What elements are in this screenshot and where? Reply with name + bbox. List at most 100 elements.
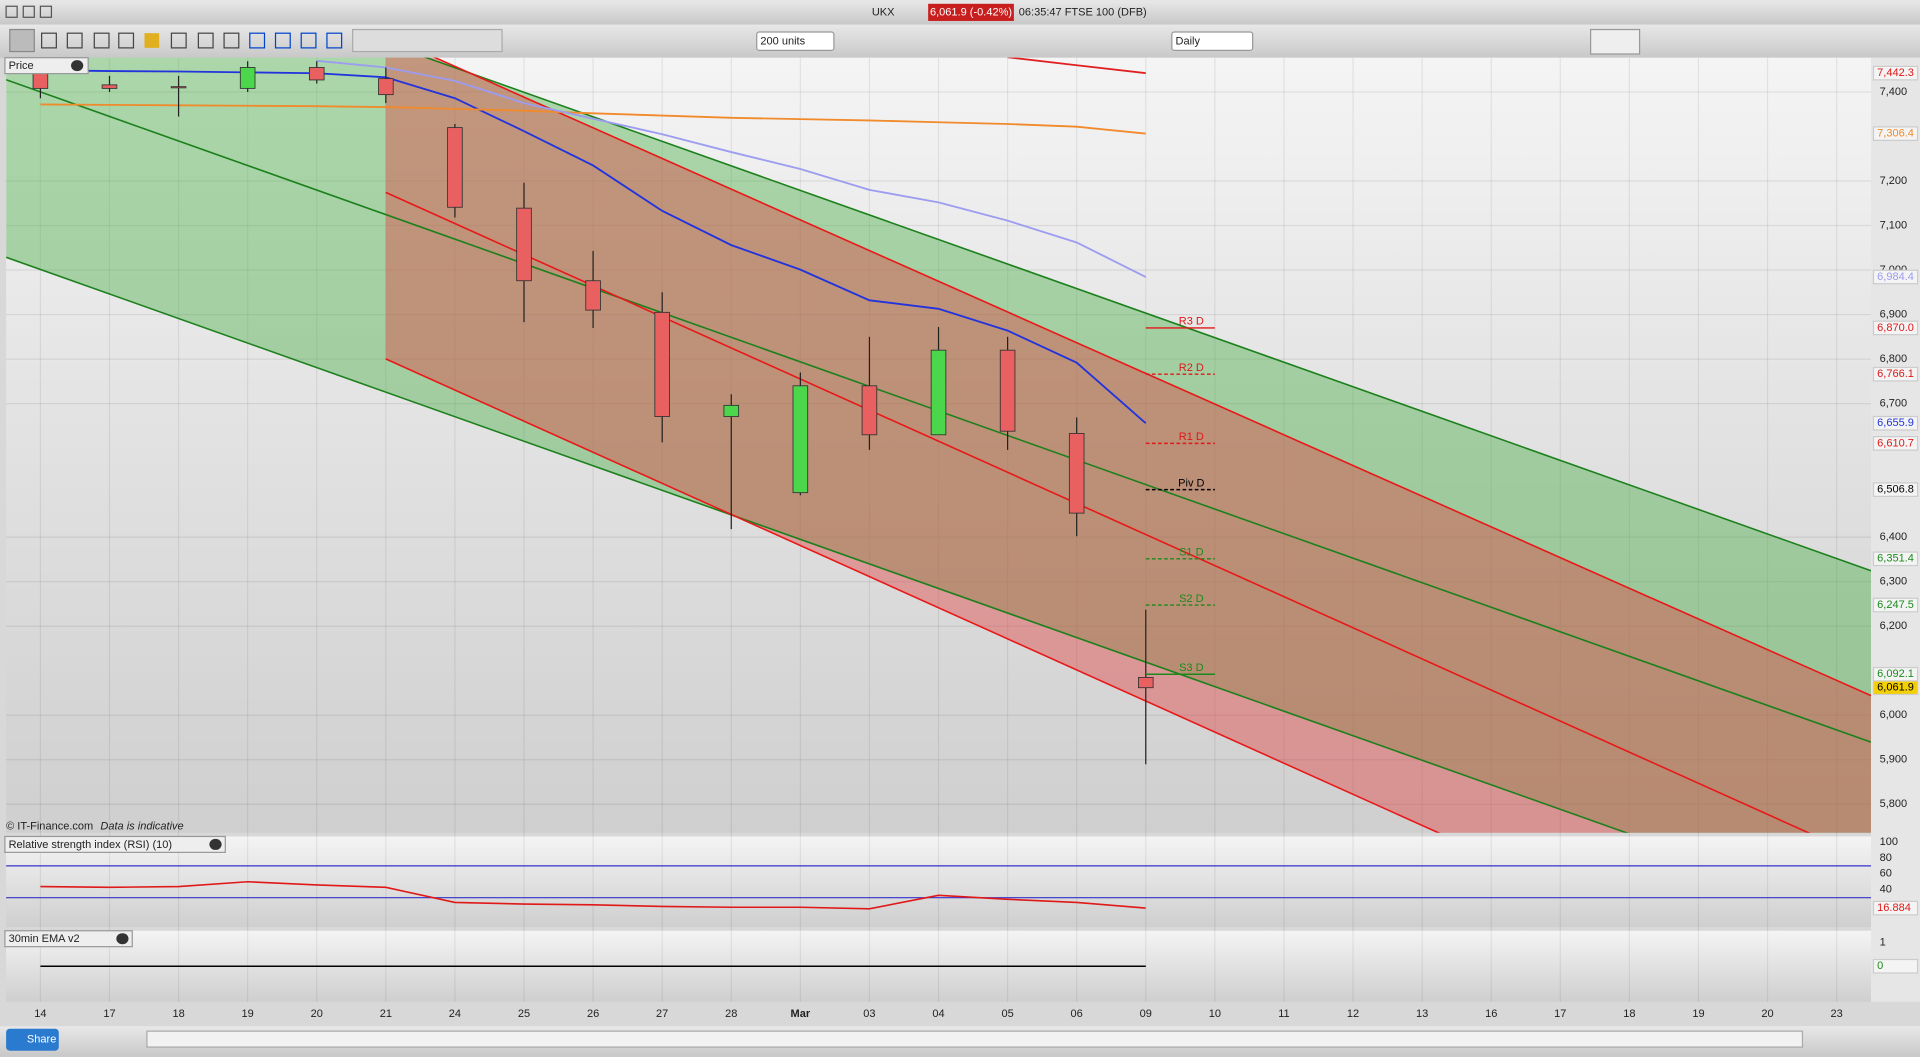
- price-tag-label: 6,351.4: [1877, 553, 1914, 565]
- x-tick-label: 12: [1347, 1008, 1359, 1020]
- chart-type-button[interactable]: [1590, 28, 1641, 55]
- alert-tool[interactable]: [144, 33, 160, 48]
- fib-tool[interactable]: [93, 32, 110, 49]
- x-tick-label: 24: [449, 1008, 461, 1020]
- color-palette[interactable]: [352, 28, 503, 53]
- x-tick-label: 05: [1001, 1008, 1013, 1020]
- x-tick-label: 21: [380, 1008, 392, 1020]
- moving-average: [40, 103, 1146, 135]
- restore-button[interactable]: [39, 5, 53, 18]
- y-tick-label: 5,800: [1880, 798, 1908, 810]
- price: 6,061.9 (-0.42%): [930, 6, 1012, 18]
- y-tick-label: 100: [1880, 836, 1898, 848]
- y-tick-label: 6,700: [1880, 398, 1908, 410]
- pivot-label: R3 D: [1179, 316, 1204, 328]
- line-tool[interactable]: [326, 32, 343, 49]
- ema-label-box: [4, 930, 133, 948]
- price-tag: [1872, 436, 1919, 451]
- price-tag: [1872, 126, 1919, 141]
- channels: [6, 57, 1872, 833]
- x-tick-label: 04: [932, 1008, 944, 1020]
- price-tag-label: 6,610.7: [1877, 437, 1914, 449]
- price-title: Price: [9, 60, 34, 72]
- candle-body: [585, 280, 601, 311]
- share-button[interactable]: [6, 1028, 59, 1051]
- candle-body: [516, 207, 532, 282]
- candle-body: [308, 67, 325, 81]
- pointer-tool[interactable]: [9, 28, 35, 53]
- price-tag-label: 7,306.4: [1877, 128, 1914, 140]
- rect-tool[interactable]: [249, 32, 266, 49]
- close-button[interactable]: [5, 5, 18, 18]
- overlay: 14 17 18 19 20 21 24 25 26 27 28 Mar 03 04 05 06 09 10 11 1…: [6, 65, 1919, 1020]
- pivot-label: R2 D: [1179, 362, 1204, 374]
- x-tick-label: 18: [1623, 1008, 1635, 1020]
- y-tick-label: 40: [1880, 884, 1892, 896]
- ellipse-tool[interactable]: [274, 32, 291, 49]
- close-panel[interactable]: [209, 838, 222, 850]
- share-label: Share: [27, 1034, 56, 1046]
- value-tag-label: 16.884: [1877, 902, 1911, 914]
- moving-average: [316, 59, 1147, 278]
- y-tick-label: 6,300: [1880, 576, 1908, 588]
- text-tool[interactable]: [118, 32, 135, 49]
- price-tag-label: 6,984.4: [1877, 271, 1914, 283]
- status: 06:35:47 FTSE 100 (DFB): [1019, 6, 1147, 18]
- candle-body: [861, 385, 878, 436]
- candle-body: [1068, 433, 1085, 514]
- zoom-tool[interactable]: [41, 32, 57, 49]
- y-tick-label: 6,800: [1880, 353, 1908, 365]
- y-tick-label: 5,900: [1880, 754, 1908, 766]
- pivot-label: R1 D: [1179, 431, 1204, 443]
- copyright: © IT-Finance.com: [6, 821, 93, 833]
- green-channel: [6, 57, 1872, 833]
- channel-line: [433, 57, 1872, 697]
- x-tick-label: 28: [725, 1008, 737, 1020]
- channel-line: [385, 191, 1811, 833]
- price-tag: [1872, 597, 1919, 613]
- delete-tool[interactable]: [197, 32, 214, 49]
- x-tick-label: 11: [1278, 1008, 1289, 1020]
- ruler-tool[interactable]: [170, 32, 187, 49]
- candle-body: [447, 127, 463, 208]
- rsi-panel: [6, 836, 1872, 928]
- pivot-label: S3 D: [1179, 662, 1204, 674]
- candle-body: [930, 349, 947, 436]
- x-tick-label: 27: [656, 1008, 668, 1020]
- x-tick-label: 16: [1485, 1008, 1497, 1020]
- ema-title: 30min EMA v2: [9, 933, 80, 945]
- value-axis: [1871, 57, 1920, 1002]
- pivot-label: S1 D: [1179, 547, 1204, 559]
- price-plot: [32, 57, 1154, 765]
- candle-body: [792, 385, 809, 494]
- value-tag: [1872, 958, 1919, 974]
- units-select[interactable]: [756, 31, 835, 51]
- x-tick-label: 25: [518, 1008, 530, 1020]
- period-select[interactable]: [1171, 31, 1254, 51]
- scrollbar[interactable]: [146, 1030, 1804, 1048]
- y-tick-label: 7,200: [1880, 175, 1908, 187]
- close-panel[interactable]: [71, 60, 84, 72]
- minimize-button[interactable]: [22, 5, 35, 18]
- candle-body: [239, 67, 256, 89]
- arrow-tool[interactable]: [223, 32, 240, 49]
- rsi-label-box: [4, 835, 226, 853]
- price-tag-label: 7,442.3: [1877, 67, 1914, 79]
- candle-body: [1138, 676, 1154, 689]
- price-tag: [1872, 320, 1919, 336]
- candle-body: [378, 78, 394, 96]
- y-tick-label: 6,000: [1880, 709, 1908, 721]
- date-grid: [6, 57, 1872, 1002]
- y-tick-label: 1: [1880, 936, 1886, 948]
- close-panel[interactable]: [116, 933, 129, 945]
- chart-tool[interactable]: [66, 32, 83, 49]
- y-tick-label: 6,900: [1880, 308, 1908, 320]
- y-tick-label: 60: [1880, 868, 1892, 880]
- hline-tool[interactable]: [300, 32, 317, 49]
- value-tag-label: 0: [1877, 960, 1883, 972]
- price-tag-label: 6,506.8: [1877, 484, 1914, 496]
- rsi-title: Relative strength index (RSI) (10): [9, 839, 172, 851]
- price-tag-label: 6,247.5: [1877, 599, 1914, 611]
- price-panel: [6, 57, 1872, 833]
- x-tick-label: 23: [1831, 1008, 1843, 1020]
